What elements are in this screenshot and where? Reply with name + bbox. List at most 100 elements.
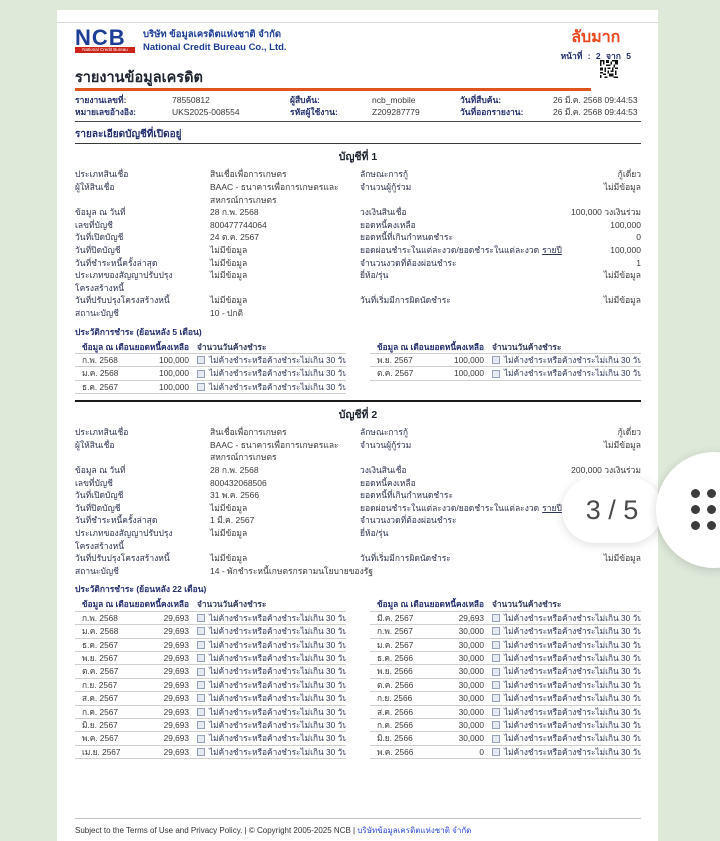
footer-company-link[interactable]: บริษัทข้อมูลเครดิตแห่งชาติ จำกัด [357, 826, 472, 835]
history-status: ไม่ค้างชำระหรือค้างชำระไม่เกิน 30 วัน [189, 732, 346, 744]
document-footer: Subject to the Terms of Use and Privacy … [75, 818, 641, 837]
history-month: ธ.ค. 2567 [82, 381, 118, 392]
history-month: ส.ค. 2567 [82, 693, 118, 704]
field-label: ยี่ห้อ/รุ่น [360, 527, 389, 538]
history-month: พ.ย. 2567 [377, 354, 413, 365]
payment-history-row: ก.พ. 2568 100,000 ไม่ค้างชำระหรือค้างชำร… [75, 354, 346, 368]
payment-history-row: มิ.ย. 2566 30,000 ไม่ค้างชำระหรือค้างชำร… [370, 732, 641, 746]
account-field-row: ผู้ให้สินเชื่อ BAAC - ธนาคารเพื่อการเกษต… [75, 439, 641, 464]
report-info-row: รายงานเลขที่: 78550812 ผู้สืบค้น: ncb_mo… [75, 94, 641, 106]
payment-history-row: ต.ค. 2566 30,000 ไม่ค้างชำระหรือค้างชำระ… [370, 679, 641, 693]
field-label: วันที่เปิดบัญชี [75, 232, 124, 243]
document-content: NCB National Credit Bureau บริษัท ข้อมูล… [75, 26, 641, 760]
account-field-row: ข้อมูล ณ วันที่ 28 ก.พ. 2568 วงเงินสินเช… [75, 464, 641, 477]
history-balance: 29,693 [163, 693, 189, 704]
history-balance: 30,000 [458, 693, 484, 704]
payment-history-row: พ.ย. 2566 30,000 ไม่ค้างชำระหรือค้างชำระ… [370, 665, 641, 679]
history-month: ก.ค. 2566 [377, 719, 413, 730]
status-checkbox-icon [492, 640, 500, 649]
history-status: ไม่ค้างชำระหรือค้างชำระไม่เกิน 30 วัน [189, 719, 346, 731]
history-month: มี.ค. 2567 [377, 612, 414, 623]
history-status: ไม่ค้างชำระหรือค้างชำระไม่เกิน 30 วัน [189, 612, 346, 624]
field-value: ไม่มีข้อมูล [210, 244, 248, 255]
field-label: สถานะบัญชี [75, 307, 119, 318]
menu-dots-button[interactable] [656, 452, 720, 568]
history-month: ม.ค. 2567 [377, 639, 414, 650]
document-page: NCB National Credit Bureau บริษัท ข้อมูล… [57, 10, 658, 841]
history-month: มิ.ย. 2566 [377, 733, 413, 744]
page-indicator-badge: 3 / 5 [562, 477, 662, 543]
field-label: ยอดผ่อนชำระในแต่ละงวด/ยอดชำระในแต่ละงวดร… [360, 244, 562, 255]
history-month: ส.ค. 2566 [377, 706, 413, 717]
history-month: ก.ค. 2567 [82, 706, 118, 717]
info-label: วันที่ออกรายงาน: [460, 107, 524, 118]
account-field-row: วันที่ชำระหนี้ครั้งล่าสุด 1 มี.ค. 2567 จ… [75, 514, 641, 527]
field-label: วันที่เปิดบัญชี [75, 490, 124, 501]
account-fields: ประเภทสินเชื่อ สินเชื่อเพื่อการเกษตร ลัก… [75, 168, 641, 319]
history-status: ไม่ค้างชำระหรือค้างชำระไม่เกิน 30 วัน [189, 692, 346, 704]
payment-history-row: ก.ค. 2567 29,693 ไม่ค้างชำระหรือค้างชำระ… [75, 706, 346, 719]
payment-history-row: มิ.ย. 2567 29,693 ไม่ค้างชำระหรือค้างชำร… [75, 719, 346, 733]
history-month: ต.ค. 2567 [82, 666, 119, 677]
report-header: NCB National Credit Bureau บริษัท ข้อมูล… [75, 27, 641, 63]
account-field-row: วันที่ปิดบัญชี ไม่มีข้อมูล ยอดผ่อนชำระใน… [75, 244, 641, 257]
company-name: บริษัท ข้อมูลเครดิตแห่งชาติ จำกัด Nation… [143, 28, 287, 54]
history-balance: 100,000 [159, 354, 189, 365]
status-checkbox-icon [492, 694, 500, 703]
status-checkbox-icon [197, 640, 205, 649]
history-balance: 30,000 [458, 719, 484, 730]
history-balance: 30,000 [458, 679, 484, 690]
status-checkbox-icon [492, 721, 500, 730]
payment-history-row: ม.ค. 2568 29,693 ไม่ค้างชำระหรือค้างชำระ… [75, 625, 346, 639]
status-checkbox-icon [492, 369, 500, 378]
field-label: วันที่ปิดบัญชี [75, 244, 121, 255]
ncb-logo-subtext: National Credit Bureau [75, 47, 135, 53]
history-balance: 29,693 [163, 652, 189, 663]
history-month: มิ.ย. 2567 [82, 719, 118, 730]
payment-history-title: ประวัติการชำระ (ย้อนหลัง 5 เดือน) [75, 326, 202, 337]
field-label: ยอดหนี้คงเหลือ [360, 219, 416, 230]
field-value: ไม่มีข้อมูล [603, 270, 641, 281]
field-label: ผู้ให้สินเชื่อ [75, 439, 115, 450]
ncb-logo: NCB National Credit Bureau [75, 27, 135, 53]
history-status: ไม่ค้างชำระหรือค้างชำระไม่เกิน 30 วัน [189, 625, 346, 637]
status-checkbox-icon [492, 707, 500, 716]
history-status: ไม่ค้างชำระหรือค้างชำระไม่เกิน 30 วัน [189, 381, 346, 393]
history-balance: 29,693 [163, 639, 189, 650]
account-divider [75, 400, 641, 403]
account-field-row: สถานะบัญชี 10 - ปกติ [75, 307, 641, 320]
status-checkbox-icon [197, 369, 205, 378]
field-label: ผู้ให้สินเชื่อ [75, 182, 115, 192]
history-balance: 29,693 [163, 706, 189, 717]
field-value: 28 ก.พ. 2568 [210, 464, 259, 475]
history-month: พ.ค. 2567 [82, 733, 119, 744]
info-value: UKS2025-008554 [172, 107, 240, 118]
field-value: 1 มี.ค. 2567 [210, 515, 255, 526]
status-checkbox-icon [492, 747, 500, 756]
history-status: ไม่ค้างชำระหรือค้างชำระไม่เกิน 30 วัน [484, 639, 641, 651]
history-status: ไม่ค้างชำระหรือค้างชำระไม่เกิน 30 วัน [484, 625, 641, 637]
field-value: ไม่มีข้อมูล [603, 439, 641, 450]
history-month: ก.ย. 2567 [82, 679, 118, 690]
field-label: วันที่ชำระหนี้ครั้งล่าสุด [75, 515, 158, 526]
confidential-label: ลับมาก [571, 29, 621, 46]
account-title: บัญชีที่ 2 [338, 409, 378, 422]
account-field-row: วันที่ปิดบัญชี ไม่มีข้อมูล ยอดผ่อนชำระใน… [75, 502, 641, 515]
history-status: ไม่ค้างชำระหรือค้างชำระไม่เกิน 30 วัน [189, 746, 346, 758]
history-status: ไม่ค้างชำระหรือค้างชำระไม่เกิน 30 วัน [189, 665, 346, 677]
history-status: ไม่ค้างชำระหรือค้างชำระไม่เกิน 30 วัน [484, 706, 641, 718]
history-balance: 0 [479, 746, 484, 757]
payment-history-header: ข้อมูล ณ เดือน ยอดหนี้คงเหลือ จำนวนวันค้… [370, 341, 641, 354]
history-month: พ.ย. 2566 [377, 666, 413, 677]
history-month: ก.พ. 2568 [82, 354, 118, 365]
history-balance: 30,000 [458, 626, 484, 637]
history-month: ม.ค. 2568 [82, 626, 119, 637]
report-info-row: หมายเลขอ้างอิง: UKS2025-008554 รหัสผู้ใช… [75, 106, 641, 118]
field-value: 800432068506 [210, 477, 267, 488]
payment-history-left-column: ข้อมูล ณ เดือน ยอดหนี้คงเหลือ จำนวนวันค้… [75, 598, 346, 760]
field-value: 10 - ปกติ [210, 307, 244, 318]
info-value: 26 มี.ค. 2568 09:44:53 [553, 107, 638, 118]
history-status: ไม่ค้างชำระหรือค้างชำระไม่เกิน 30 วัน [484, 732, 641, 744]
field-label: วันที่ปรับปรุงโครงสร้างหนี้ [75, 553, 170, 564]
account-field-row: วันที่ปรับปรุงโครงสร้างหนี้ ไม่มีข้อมูล … [75, 294, 641, 307]
